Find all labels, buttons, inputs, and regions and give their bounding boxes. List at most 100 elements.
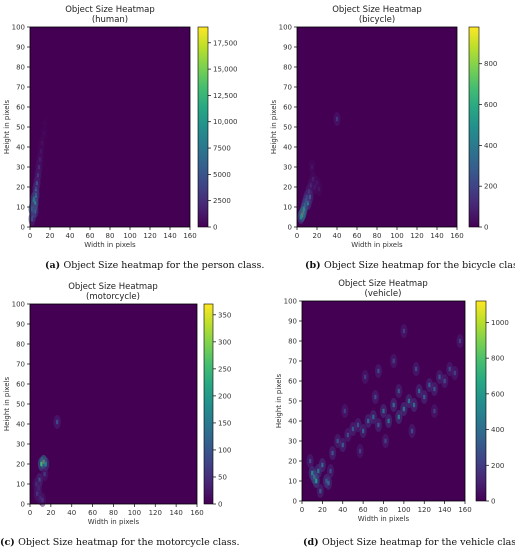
heat-cell xyxy=(414,366,418,372)
y-axis-label: Height in pixels xyxy=(270,100,278,155)
x-tick-label: 160 xyxy=(183,232,196,240)
y-tick-label: 80 xyxy=(16,341,25,349)
x-tick-label: 80 xyxy=(379,506,388,514)
y-tick-label: 100 xyxy=(12,301,25,309)
colorbar-tick-label: 200 xyxy=(484,183,497,191)
heat-cell xyxy=(311,470,314,476)
heat-cell xyxy=(341,442,344,448)
caption-vehicle: (d) Object Size heatmap for the vehicle … xyxy=(303,537,515,548)
y-tick-label: 10 xyxy=(283,204,292,212)
x-tick-label: 0 xyxy=(28,509,32,517)
chart-title-bicycle: Object Size Heatmap xyxy=(332,5,422,15)
colorbar-tick-label: 150 xyxy=(218,419,231,427)
colorbar-tick-label: 600 xyxy=(491,390,504,398)
plot-area xyxy=(30,304,197,504)
x-tick-label: 60 xyxy=(86,232,95,240)
colorbar-tick-label: 1000 xyxy=(491,319,509,327)
heat-cell xyxy=(327,480,330,486)
colorbar xyxy=(203,303,214,505)
colorbar-tick-label: 17,500 xyxy=(213,39,238,47)
y-tick-label: 60 xyxy=(288,378,297,386)
heat-cell xyxy=(412,402,416,408)
y-tick-label: 90 xyxy=(16,44,25,52)
heat-cell xyxy=(319,488,322,494)
heat-cell xyxy=(315,180,319,186)
colorbar-tick-label: 0 xyxy=(213,224,217,232)
colorbar-tick-label: 800 xyxy=(484,60,497,68)
y-tick-label: 90 xyxy=(288,318,297,326)
y-tick-label: 50 xyxy=(283,124,292,132)
x-tick-label: 160 xyxy=(450,232,463,240)
y-tick-label: 60 xyxy=(283,104,292,112)
y-tick-label: 80 xyxy=(16,64,25,72)
y-tick-label: 30 xyxy=(288,438,297,446)
y-tick-label: 60 xyxy=(16,381,25,389)
x-axis-label: Width in pixels xyxy=(351,241,403,249)
y-tick-label: 50 xyxy=(288,398,297,406)
chart-subtitle-human: (human) xyxy=(92,15,128,25)
x-tick-label: 100 xyxy=(397,506,410,514)
heat-cell xyxy=(428,382,431,388)
y-tick-label: 10 xyxy=(16,204,25,212)
colorbar-tick-label: 0 xyxy=(218,501,222,509)
chart-title-motorcycle: Object Size Heatmap xyxy=(68,282,158,292)
y-axis-label: Height in pixels xyxy=(3,377,11,432)
colorbar-tick-label: 2500 xyxy=(213,197,231,205)
colorbar xyxy=(197,26,209,228)
x-tick-label: 160 xyxy=(458,506,471,514)
heat-cell xyxy=(309,458,312,464)
heat-cell xyxy=(433,386,436,392)
heat-cell xyxy=(364,374,367,380)
x-tick-label: 80 xyxy=(106,232,115,240)
y-tick-label: 10 xyxy=(288,478,297,486)
heat-cell xyxy=(335,116,339,122)
heat-cell xyxy=(306,200,310,206)
plot-area xyxy=(30,27,190,227)
heat-cell xyxy=(377,368,380,374)
heat-cell xyxy=(423,394,426,400)
chart-title-vehicle: Object Size Heatmap xyxy=(338,279,428,289)
heat-cell xyxy=(41,497,44,503)
heat-cell xyxy=(30,206,34,212)
heat-cell xyxy=(310,164,314,170)
caption-bicycle: (b) Object Size heatmap for the bicycle … xyxy=(305,260,515,271)
heat-cell xyxy=(37,164,41,170)
heat-cell xyxy=(367,418,370,424)
colorbar-tick-label: 15,000 xyxy=(213,66,238,74)
panel-human: Object Size Heatmap(human)0 20 40 60 80 100 12… xyxy=(3,5,238,249)
colorbar-tick-label: 5000 xyxy=(213,171,231,179)
x-tick-label: 20 xyxy=(46,509,55,517)
colorbar xyxy=(475,300,487,502)
heat-cell xyxy=(453,370,456,376)
plot-area xyxy=(297,27,457,227)
colorbar-tick-label: 250 xyxy=(218,365,231,373)
y-tick-label: 20 xyxy=(288,458,297,466)
y-tick-label: 40 xyxy=(288,418,297,426)
x-tick-label: 140 xyxy=(438,506,451,514)
y-tick-label: 80 xyxy=(283,64,292,72)
heat-cell xyxy=(44,461,47,467)
x-tick-label: 20 xyxy=(318,506,327,514)
heat-cell xyxy=(336,438,339,444)
heat-cell xyxy=(362,428,365,434)
x-tick-label: 40 xyxy=(333,232,342,240)
caption-text: Object Size heatmap for the motorcycle c… xyxy=(18,537,239,548)
colorbar-tick-label: 7500 xyxy=(213,145,231,153)
caption-label: (d) xyxy=(303,537,322,548)
x-tick-label: 40 xyxy=(67,509,76,517)
heat-cell xyxy=(321,462,324,468)
y-tick-label: 60 xyxy=(16,104,25,112)
y-tick-label: 100 xyxy=(284,298,297,306)
colorbar-tick-label: 600 xyxy=(484,101,497,109)
heat-cell xyxy=(448,366,451,372)
heat-cell xyxy=(35,481,38,487)
heat-cell xyxy=(43,120,47,126)
heat-cell xyxy=(382,408,385,414)
caption-label: (c) xyxy=(0,537,18,548)
y-tick-label: 50 xyxy=(16,401,25,409)
caption-text: Object Size heatmap for the person class… xyxy=(63,260,264,271)
heat-cell xyxy=(40,461,43,467)
y-tick-label: 20 xyxy=(16,184,25,192)
x-tick-label: 40 xyxy=(66,232,75,240)
colorbar-tick-label: 800 xyxy=(491,355,504,363)
